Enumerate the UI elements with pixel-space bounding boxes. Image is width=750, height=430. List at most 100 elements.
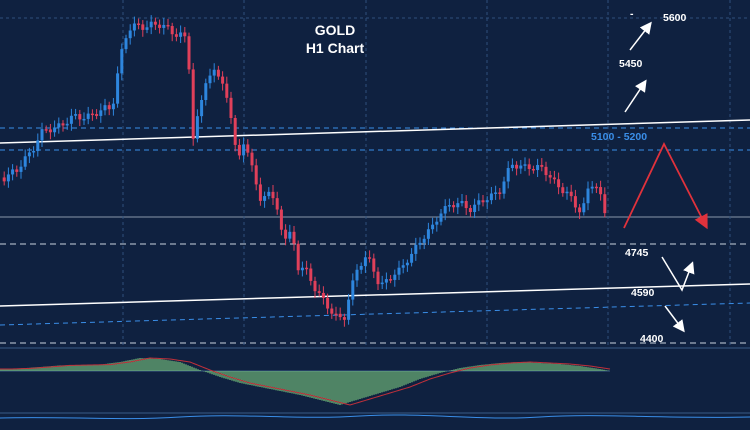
candle-body: [401, 265, 405, 268]
candle-body: [347, 299, 351, 320]
candle-body: [506, 168, 510, 182]
candle-body: [208, 75, 212, 84]
candle-body: [326, 297, 330, 309]
candle-body: [237, 144, 241, 156]
candle-body: [414, 244, 418, 254]
candle-body: [158, 24, 162, 28]
candle-body: [439, 213, 443, 222]
candle-body: [540, 164, 544, 167]
candle-body: [6, 174, 10, 182]
candle-body: [435, 221, 439, 225]
candle-body: [590, 186, 594, 189]
candle-body: [557, 179, 561, 188]
candle-body: [53, 127, 57, 133]
candle-body: [19, 166, 23, 172]
candle-body: [95, 114, 99, 116]
candle-body: [426, 229, 430, 239]
candle-body: [271, 191, 275, 199]
candle-body: [330, 308, 334, 314]
forecast-arrows: [623, 21, 708, 333]
candle-body: [342, 317, 346, 320]
candle-body: [510, 164, 514, 169]
candle-body: [317, 291, 321, 293]
candle-body: [128, 30, 132, 39]
candle-body: [473, 204, 477, 213]
candle-body: [2, 177, 6, 182]
level-label-5450: 5450: [619, 58, 643, 70]
candle-body: [15, 169, 19, 172]
candle-body: [456, 203, 460, 208]
candle-body: [162, 24, 166, 28]
candle-body: [48, 129, 52, 133]
red-forecast-path: [623, 141, 708, 230]
candle-body: [242, 144, 246, 156]
chart-title-timeframe: H1 Chart: [305, 40, 365, 56]
candle-body: [69, 115, 73, 124]
candle-body: [174, 34, 178, 37]
candle-body: [355, 269, 359, 281]
candle-body: [116, 73, 120, 104]
candle-body: [313, 280, 317, 292]
candle-body: [477, 200, 481, 205]
candle-body: [443, 206, 447, 214]
candle-body: [405, 262, 409, 266]
candle-body: [216, 69, 220, 77]
candle-body: [86, 113, 90, 119]
candle-body: [250, 152, 254, 166]
candle-body: [107, 105, 111, 110]
candle-body: [586, 188, 590, 204]
candle-body: [410, 253, 414, 263]
candle-body: [548, 175, 552, 178]
candle-body: [149, 21, 153, 28]
candle-body: [11, 169, 15, 175]
candle-body: [124, 38, 128, 50]
zero-dash-label: -: [630, 8, 634, 20]
candle-body: [258, 184, 262, 201]
candle-body: [23, 156, 27, 167]
candle-body: [305, 267, 309, 270]
candle-body: [485, 200, 489, 203]
candle-body: [544, 166, 548, 176]
candle-body: [103, 105, 107, 111]
candle-body: [179, 32, 183, 37]
lower-trendline: [0, 283, 750, 307]
candle-body: [536, 164, 540, 171]
candle-body: [263, 196, 267, 201]
candle-body: [153, 21, 157, 25]
candle-body: [321, 292, 325, 298]
candle-body: [397, 267, 401, 275]
candle-body: [552, 177, 556, 180]
signal-line: [0, 357, 611, 406]
candle-body: [338, 313, 342, 318]
candle-body: [389, 279, 393, 281]
candle-body: [531, 168, 535, 171]
candle-body: [61, 123, 65, 126]
candle-body: [279, 209, 283, 230]
candle-body: [82, 118, 86, 121]
candle-body: [359, 265, 363, 270]
lower-indicator-line: [0, 414, 750, 420]
lower-channel-line: [0, 302, 750, 326]
candle-body: [36, 140, 40, 151]
resistance-zone-label: 5100 - 5200: [591, 131, 648, 143]
candle-body: [489, 193, 493, 201]
candle-body: [246, 144, 250, 153]
candle-body: [464, 201, 468, 209]
candle-body: [573, 196, 577, 208]
candle-body: [460, 201, 464, 204]
level-label-4590: 4590: [631, 287, 655, 299]
level-label-4400: 4400: [640, 333, 664, 345]
candle-body: [32, 150, 36, 153]
level-label-4745: 4745: [625, 247, 649, 259]
candle-body: [225, 83, 229, 98]
candle-body: [569, 191, 573, 197]
candle-body: [561, 187, 565, 194]
candle-body: [603, 194, 607, 214]
candle-body: [447, 205, 451, 207]
candle-body: [376, 271, 380, 285]
candle-body: [65, 123, 69, 126]
candle-body: [200, 99, 204, 117]
candle-body: [296, 243, 300, 271]
candle-body: [132, 23, 136, 31]
